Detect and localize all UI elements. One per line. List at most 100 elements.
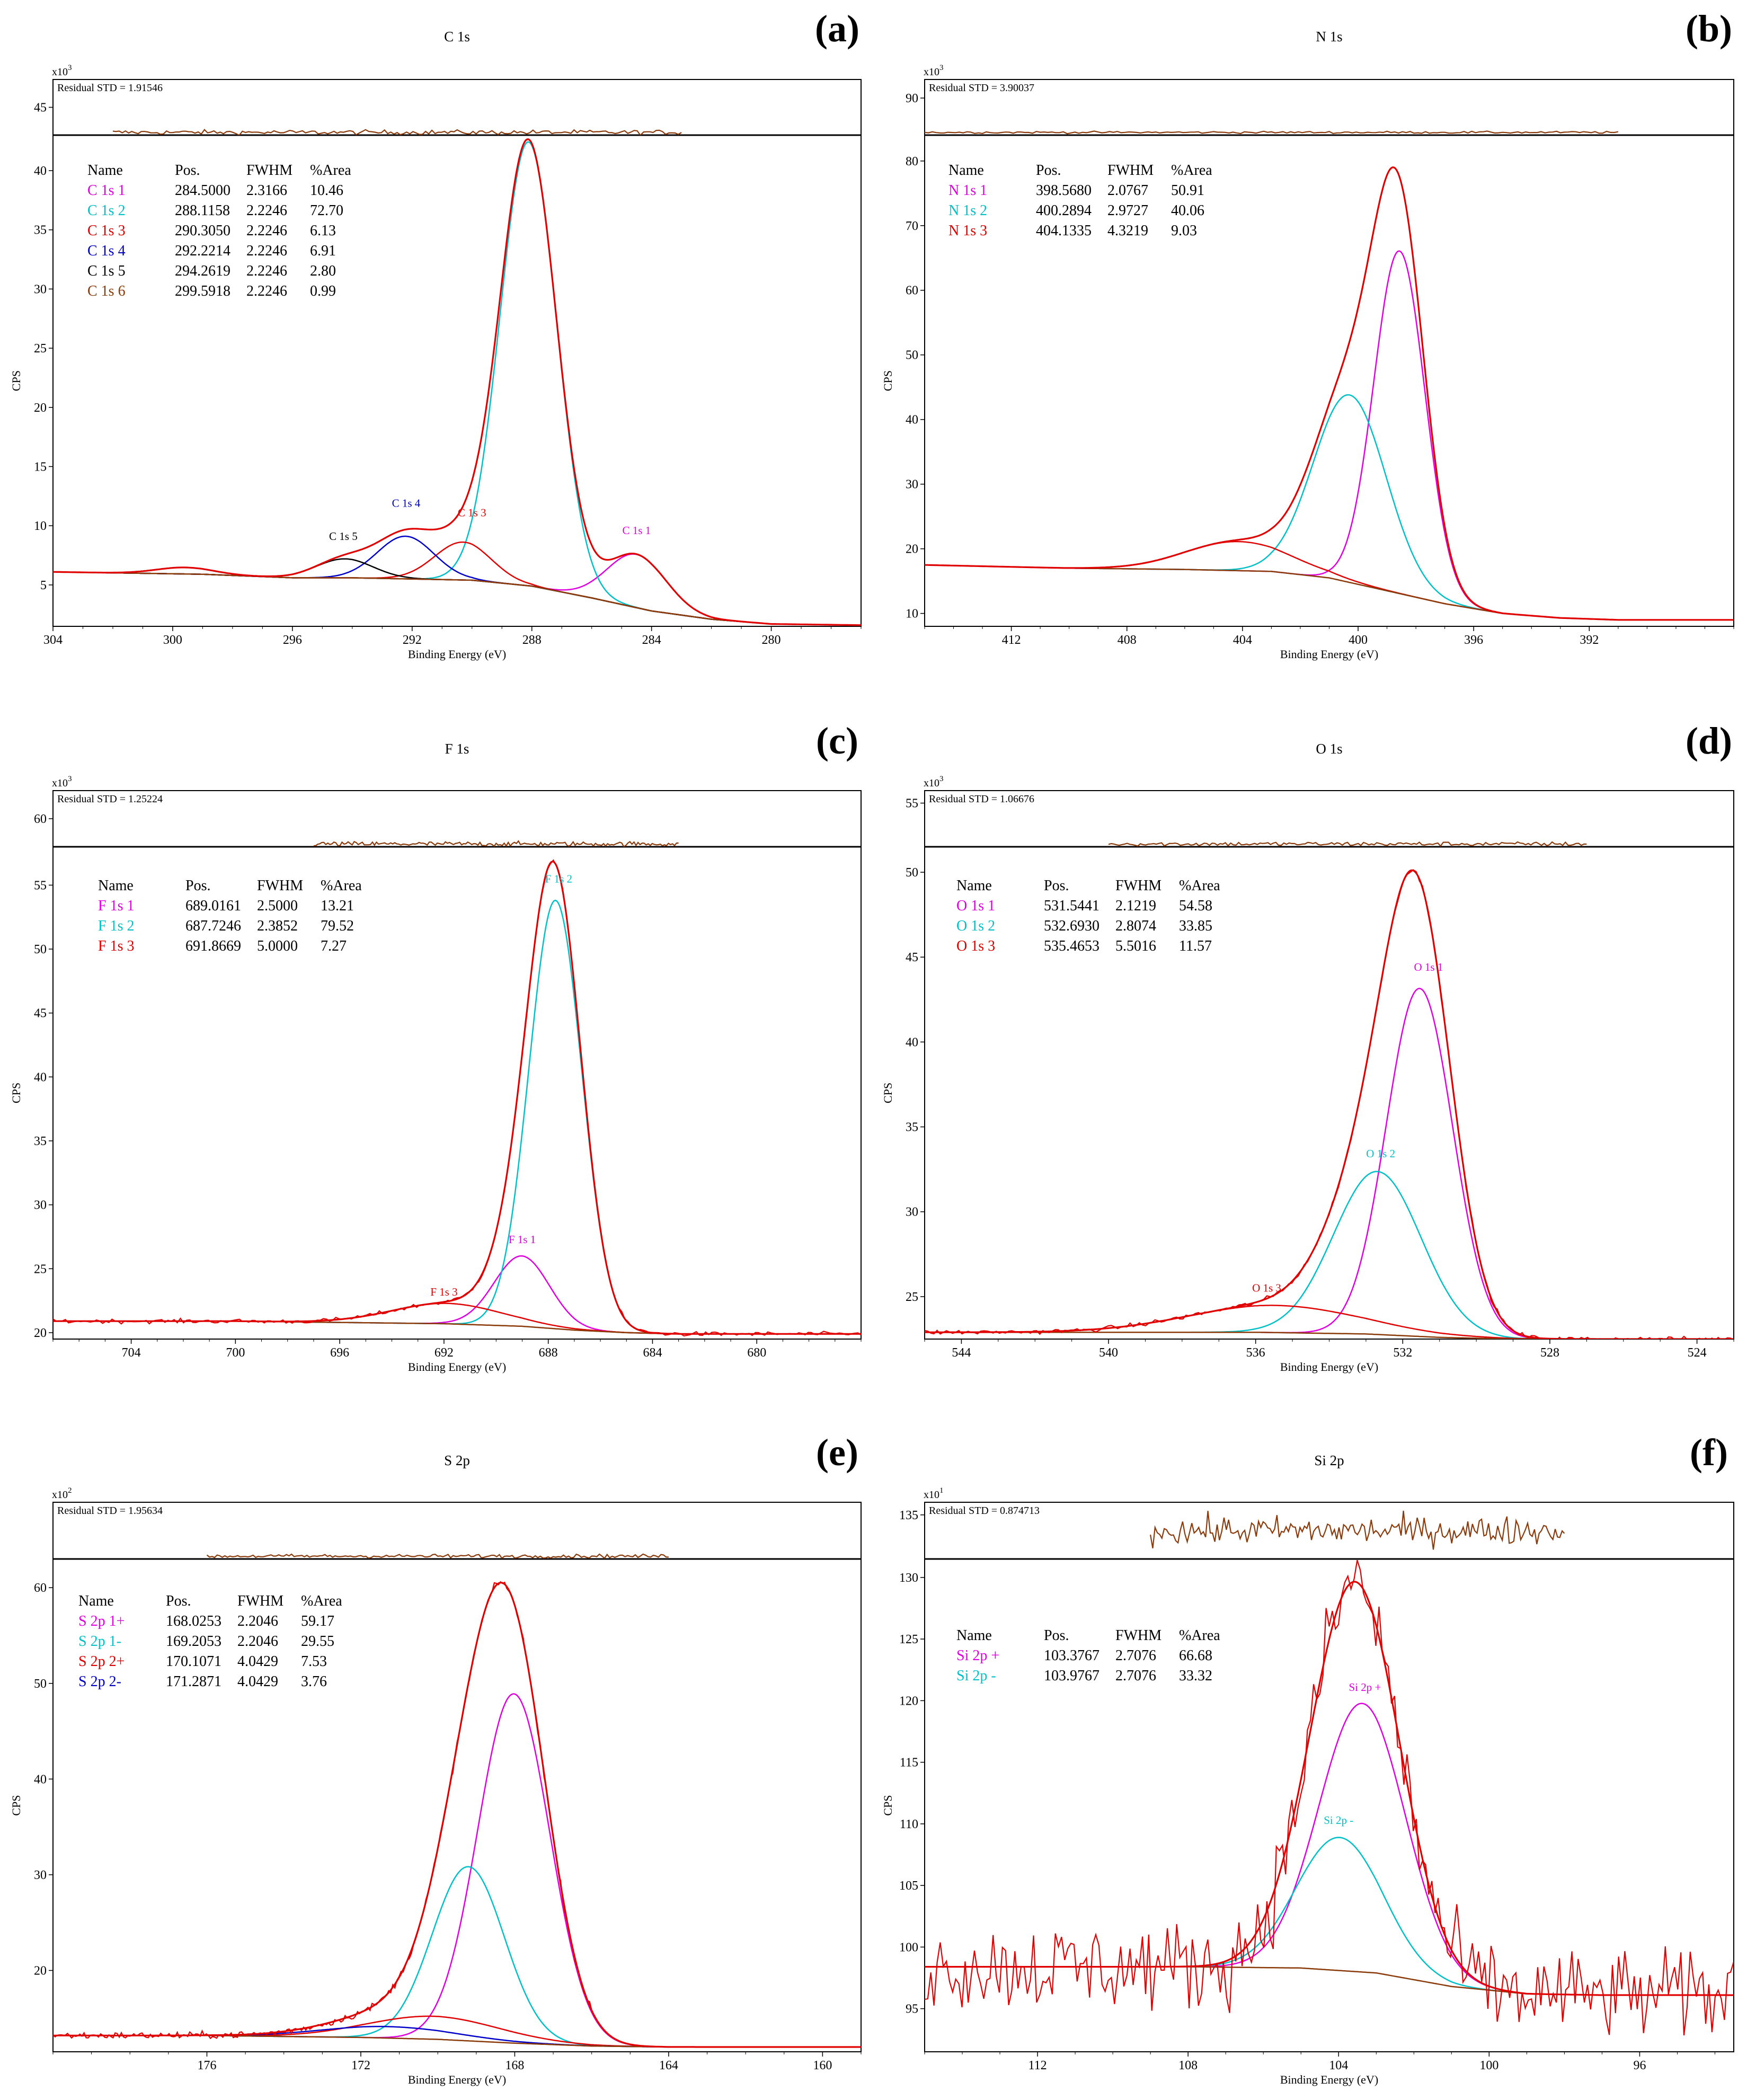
chart-title: O 1s	[1316, 741, 1342, 757]
table-header: %Area	[321, 878, 362, 894]
table-row-pos: 532.6930	[1044, 918, 1099, 934]
table-row-fwhm: 2.3852	[257, 918, 298, 934]
x-tick-label: 396	[1464, 633, 1483, 647]
y-tick-label: 40	[906, 1035, 918, 1049]
x-axis-label: Binding Energy (eV)	[1280, 648, 1378, 661]
residual-line	[313, 840, 679, 847]
component-peak-2	[53, 899, 861, 1335]
background-line	[53, 571, 861, 626]
component-peak-3	[53, 2015, 861, 2048]
table-row-pos: 294.2619	[175, 263, 230, 279]
x-tick-label: 96	[1633, 2059, 1646, 2072]
x-tick-label: 304	[43, 633, 63, 647]
table-header: Pos.	[1044, 1627, 1069, 1644]
table-row-area: 10.46	[310, 182, 343, 199]
peak-label: F 1s 3	[430, 1286, 457, 1298]
table-row-pos: 292.2214	[175, 243, 230, 259]
table-row-pos: 687.7246	[185, 918, 241, 934]
y-tick-label: 20	[34, 1326, 47, 1340]
table-row-pos: 170.1071	[166, 1653, 221, 1670]
y-tick-label: 25	[34, 342, 47, 356]
residual-y-tick-label: 45	[34, 101, 47, 115]
table-row-name: S 2p 1-	[78, 1633, 121, 1650]
table-row-area: 11.57	[1179, 938, 1212, 954]
y-tick-label: 50	[906, 349, 918, 362]
x-tick-label: 280	[762, 633, 781, 647]
table-row-fwhm: 2.2046	[237, 1613, 278, 1629]
y-tick-label: 80	[906, 155, 918, 169]
table-row-fwhm: 4.3219	[1107, 223, 1148, 239]
x-tick-label: 288	[522, 633, 542, 647]
peak-label: C 1s 4	[392, 497, 421, 509]
x-tick-label: 292	[403, 633, 422, 647]
scale-label: x101	[924, 1486, 944, 1501]
chart-panel-2: N 1s (b) x103 Residual STD = 3.90037 412 408 4…	[881, 7, 1734, 661]
table-header: Name	[956, 1627, 992, 1644]
residual-std-label: Residual STD = 1.25224	[57, 793, 163, 805]
table-row-area: 72.70	[310, 202, 343, 219]
component-table: Name Pos. FWHM %Area Si 2p + 103.3767 2.7076 66…	[956, 1627, 1220, 1684]
table-row-pos: 400.2894	[1036, 202, 1092, 219]
x-tick-label: 540	[1099, 1346, 1118, 1360]
scale-label: x103	[52, 775, 72, 789]
table-row-name: O 1s 2	[956, 918, 995, 934]
table-row-name: O 1s 1	[956, 898, 995, 914]
y-tick-label: 40	[34, 1773, 47, 1786]
y-tick-label: 15	[34, 460, 47, 474]
y-tick-label: 50	[34, 943, 47, 956]
panel-label: (d)	[1686, 720, 1732, 762]
chart-title: N 1s	[1316, 29, 1342, 45]
table-row-fwhm: 2.2246	[246, 223, 287, 239]
table-row-pos: 168.0253	[166, 1613, 221, 1629]
envelope-line	[53, 138, 861, 626]
table-header: FWHM	[1107, 162, 1154, 179]
y-tick-label: 50	[906, 866, 918, 880]
chart-panel-5: S 2p (e) x102 Residual STD = 1.95634 176 172 1…	[10, 1431, 862, 2086]
raw-data-line	[925, 1560, 1734, 2036]
component-peak-3	[53, 541, 861, 626]
x-tick-label: 700	[226, 1346, 245, 1360]
table-row-area: 66.68	[1179, 1647, 1212, 1664]
residual-y-tick-label: 60	[34, 812, 47, 826]
table-row-area: 40.06	[1171, 202, 1204, 219]
component-peak-6	[53, 566, 861, 626]
table-row-fwhm: 2.7076	[1115, 1668, 1156, 1684]
x-tick-label: 112	[1028, 2059, 1047, 2072]
table-header: %Area	[1179, 1627, 1220, 1644]
component-table: Name Pos. FWHM %Area O 1s 1 531.5441 2.1219 54.…	[956, 878, 1220, 954]
panel-label: (e)	[816, 1431, 858, 1474]
residual-line	[1108, 841, 1587, 847]
y-tick-label: 125	[899, 1633, 918, 1646]
y-tick-label: 30	[34, 1199, 47, 1212]
chart-title: S 2p	[444, 1452, 470, 1468]
x-tick-label: 176	[197, 2059, 216, 2072]
x-tick-label: 680	[747, 1346, 766, 1360]
table-row-fwhm: 2.8074	[1115, 918, 1156, 934]
table-row-area: 9.03	[1171, 223, 1197, 239]
table-row-area: 79.52	[321, 918, 354, 934]
table-row-area: 50.91	[1171, 182, 1204, 199]
table-row-area: 7.27	[321, 938, 347, 954]
table-row-pos: 284.5000	[175, 182, 230, 199]
table-row-name: O 1s 3	[956, 938, 995, 954]
peak-label: Si 2p +	[1349, 1681, 1381, 1694]
component-peak-1	[53, 553, 861, 626]
table-row-name: C 1s 2	[87, 202, 126, 219]
table-row-name: Si 2p +	[956, 1647, 999, 1664]
raw-data-line	[53, 1581, 592, 2040]
x-tick-label: 172	[351, 2059, 370, 2072]
component-table: Name Pos. FWHM %Area C 1s 1 284.5000 2.3166 10.…	[87, 162, 351, 299]
table-row-pos: 171.2871	[166, 1673, 221, 1690]
peak-label: F 1s 1	[509, 1233, 536, 1246]
table-header: Name	[78, 1593, 114, 1609]
residual-line	[1150, 1510, 1565, 1550]
y-tick-label: 10	[906, 607, 918, 621]
x-tick-label: 412	[1002, 633, 1021, 647]
table-row-name: F 1s 2	[98, 918, 134, 934]
table-row-pos: 103.3767	[1044, 1647, 1099, 1664]
table-row-name: S 2p 1+	[78, 1613, 125, 1629]
table-row-fwhm: 2.2046	[237, 1633, 278, 1650]
table-row-fwhm: 4.0429	[237, 1653, 278, 1670]
x-axis-label: Binding Energy (eV)	[408, 648, 506, 661]
x-tick-label: 544	[952, 1346, 971, 1360]
